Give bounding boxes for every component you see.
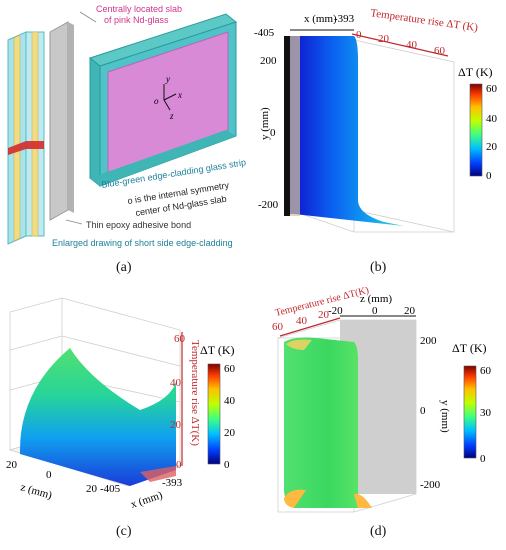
d-z-tick-2: 20 [404, 305, 416, 317]
c-cbar-tick-3: 0 [224, 459, 230, 471]
d-cbar-tick-1: 30 [480, 407, 492, 419]
d-y-tick-0: 200 [420, 335, 437, 347]
edge-strip-b [284, 36, 290, 216]
nd-glass-slab [88, 13, 238, 188]
colorbar-b [469, 83, 483, 177]
back-wall-d [340, 320, 416, 494]
d-top-tick-1: 40 [296, 315, 308, 327]
c-z-tick-1: 0 [46, 469, 52, 481]
c-x-label: x (mm) [129, 489, 164, 511]
axis-y-label: y [165, 74, 170, 84]
d-colorbar-title: ΔT (K) [452, 341, 487, 355]
caption-b: (b) [370, 260, 387, 275]
d-cbar-tick-2: 0 [480, 453, 486, 465]
axis-o-label: o [154, 96, 159, 106]
c-x-tick-1: -393 [162, 477, 183, 489]
b-cbar-tick-3: 0 [486, 170, 492, 182]
panel-b: Temperature rise ΔT (K) 0 20 40 60 x (mm… [254, 0, 506, 258]
b-y-tick-2: -200 [258, 199, 279, 211]
b-x-label: x (mm) [304, 13, 337, 25]
d-y-tick-2: -200 [420, 479, 441, 491]
callout-epoxy: Thin epoxy adhesive bond [86, 220, 191, 230]
surface-c [20, 348, 176, 486]
b-top-tick-3: 60 [434, 45, 446, 57]
c-z-tick-0: 20 [6, 459, 18, 471]
c-cbar-tick-2: 20 [224, 427, 236, 439]
c-x-tick-0: -405 [100, 483, 121, 495]
b-cbar-tick-0: 60 [486, 83, 498, 95]
c-cbar-tick-0: 60 [224, 363, 236, 375]
c-vert-tick-2: 20 [170, 419, 182, 431]
caption-a: (a) [116, 260, 132, 275]
c-vert-tick-3: 0 [176, 459, 182, 471]
d-y-tick-1: 0 [420, 405, 426, 417]
b-top-tick-0: 0 [356, 29, 362, 41]
c-vert-tick-0: 60 [174, 333, 186, 345]
surface-b [290, 36, 404, 226]
c-cbar-tick-1: 40 [224, 395, 236, 407]
b-top-tick-1: 20 [378, 33, 390, 45]
c-z-label: z (mm) [19, 481, 53, 501]
b-cbar-tick-2: 20 [486, 141, 498, 153]
axis-z-label: z [169, 111, 174, 121]
enlarged-edge-cladding [7, 31, 45, 245]
d-cbar-tick-0: 60 [480, 365, 492, 377]
callout-pink-line2: of pink Nd-glass [104, 15, 169, 25]
d-z-tick-1: 0 [372, 305, 378, 317]
axis-x-label: x [177, 90, 182, 100]
b-top-label: Temperature rise ΔT (K) [370, 7, 479, 34]
b-x-tick-0: -405 [254, 27, 275, 39]
c-z-tick-2: 20 [86, 483, 98, 495]
epoxy-plate [49, 21, 69, 221]
c-vert-label: Temperature rise ΔT(K) [189, 340, 201, 446]
d-y-label: y (mm) [439, 400, 451, 433]
c-vert-tick-1: 40 [170, 377, 182, 389]
callout-enlarged: Enlarged drawing of short side edge-clad… [52, 238, 233, 248]
caption-c: (c) [116, 524, 132, 539]
panel-c: 60 40 20 0 Temperature rise ΔT(K) 20 0 2… [0, 290, 252, 520]
b-y-tick-1: 0 [270, 127, 276, 139]
b-y-label: y (mm) [259, 107, 271, 140]
b-colorbar-title: ΔT (K) [458, 65, 493, 79]
b-y-tick-0: 200 [260, 55, 277, 67]
c-colorbar-title: ΔT (K) [200, 343, 235, 357]
caption-d: (d) [370, 524, 387, 539]
b-x-tick-1: -393 [334, 13, 355, 25]
b-top-tick-2: 40 [406, 39, 418, 51]
callout-pink-line1: Centrally located slab [96, 4, 182, 14]
colorbar-c [207, 363, 221, 465]
d-top-tick-0: 60 [272, 321, 284, 333]
d-z-label: z (mm) [360, 293, 392, 305]
panel-a: y x z o Centrally located slab of pink N… [0, 0, 250, 250]
colorbar-d [463, 365, 477, 459]
d-top-tick-2: 20 [318, 309, 330, 321]
surface-d [284, 337, 372, 508]
coordinate-axes [163, 84, 177, 111]
b-cbar-tick-1: 40 [486, 113, 498, 125]
d-z-tick-0: -20 [328, 305, 343, 317]
slab-illustration: y x z o Centrally located slab of pink N… [7, 4, 247, 248]
panel-d: Temperature rise ΔT(K) 60 40 20 z (mm) -… [254, 280, 506, 520]
